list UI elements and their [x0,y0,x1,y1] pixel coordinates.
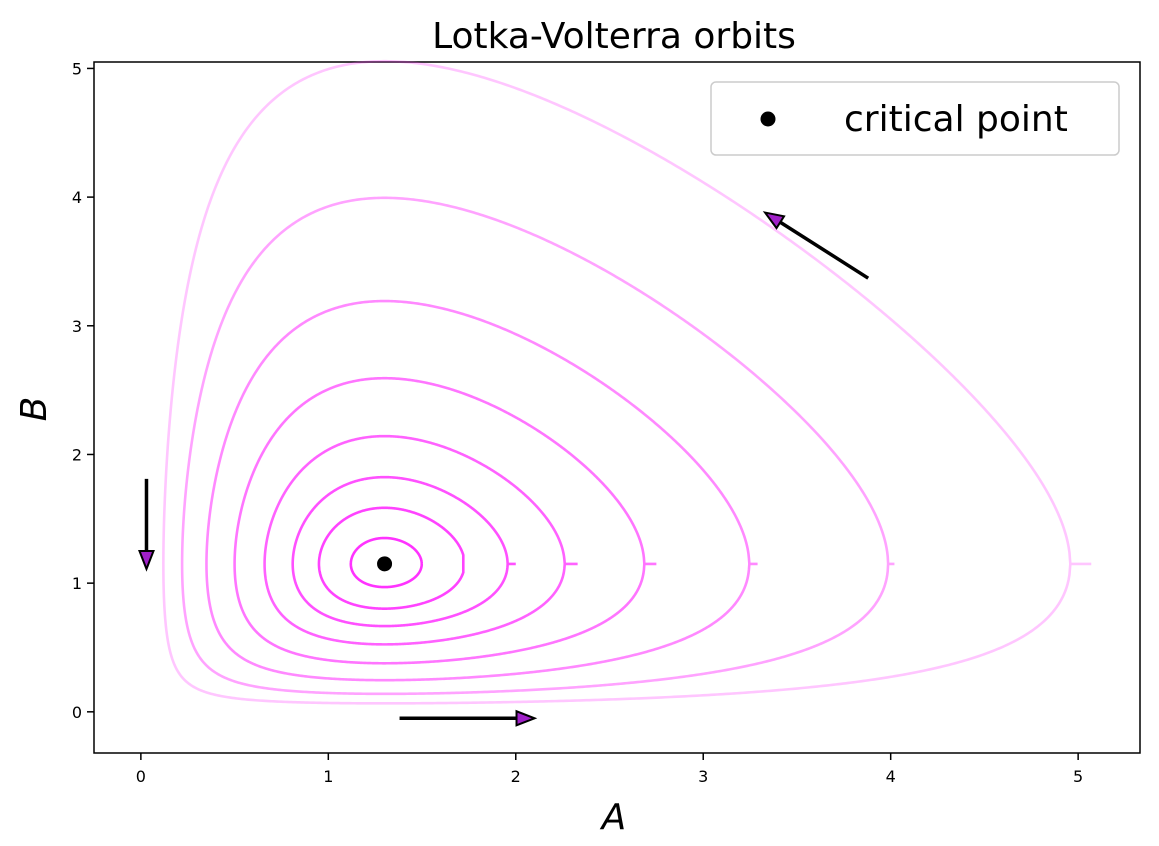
critical-point-marker [377,556,393,572]
x-tick-label-0: 0 [136,767,146,786]
legend-label-critical-point: critical point [844,99,1068,140]
orbit-line-8 [162,59,1092,705]
y-tick-label-0: 0 [72,703,82,722]
orbit-line-6 [205,299,758,682]
arrow-head-up-left [762,211,786,230]
y-tick-label-1: 1 [72,574,82,593]
orbit-line-7 [180,196,895,696]
x-tick-label-4: 4 [886,767,896,786]
plot-area [93,61,1141,754]
orbit-series-group [162,59,1092,705]
arrow-head-right [515,709,538,727]
y-tick-label-4: 4 [72,188,82,207]
legend-marker-critical-point [760,111,776,127]
plot-frame [93,61,1141,754]
chart-title: Lotka-Volterra orbits [432,16,796,57]
arrow-shaft-up-left [779,220,870,280]
legend-box [710,81,1120,156]
orbit-line-3 [291,475,516,628]
axis-ticks: 0 1 2 3 4 5 0 1 2 3 4 5 [72,59,1083,786]
x-tick-label-2: 2 [511,767,521,786]
orbit-line-2 [317,506,465,610]
y-tick-label-3: 3 [72,317,82,336]
y-tick-label-2: 2 [72,445,82,464]
y-axis-label: B [14,397,55,422]
arrow-head-down [138,549,155,572]
direction-arrows [138,211,870,727]
x-tick-label-5: 5 [1073,767,1083,786]
x-tick-label-3: 3 [698,767,708,786]
x-tick-label-1: 1 [323,767,333,786]
legend: critical point [710,81,1120,156]
y-tick-label-5: 5 [72,59,82,78]
x-axis-label: A [600,797,627,838]
orbit-line-5 [233,376,657,665]
orbit-line-4 [263,434,578,646]
orbit-line-1 [349,536,424,589]
critical-point-group [377,556,393,572]
